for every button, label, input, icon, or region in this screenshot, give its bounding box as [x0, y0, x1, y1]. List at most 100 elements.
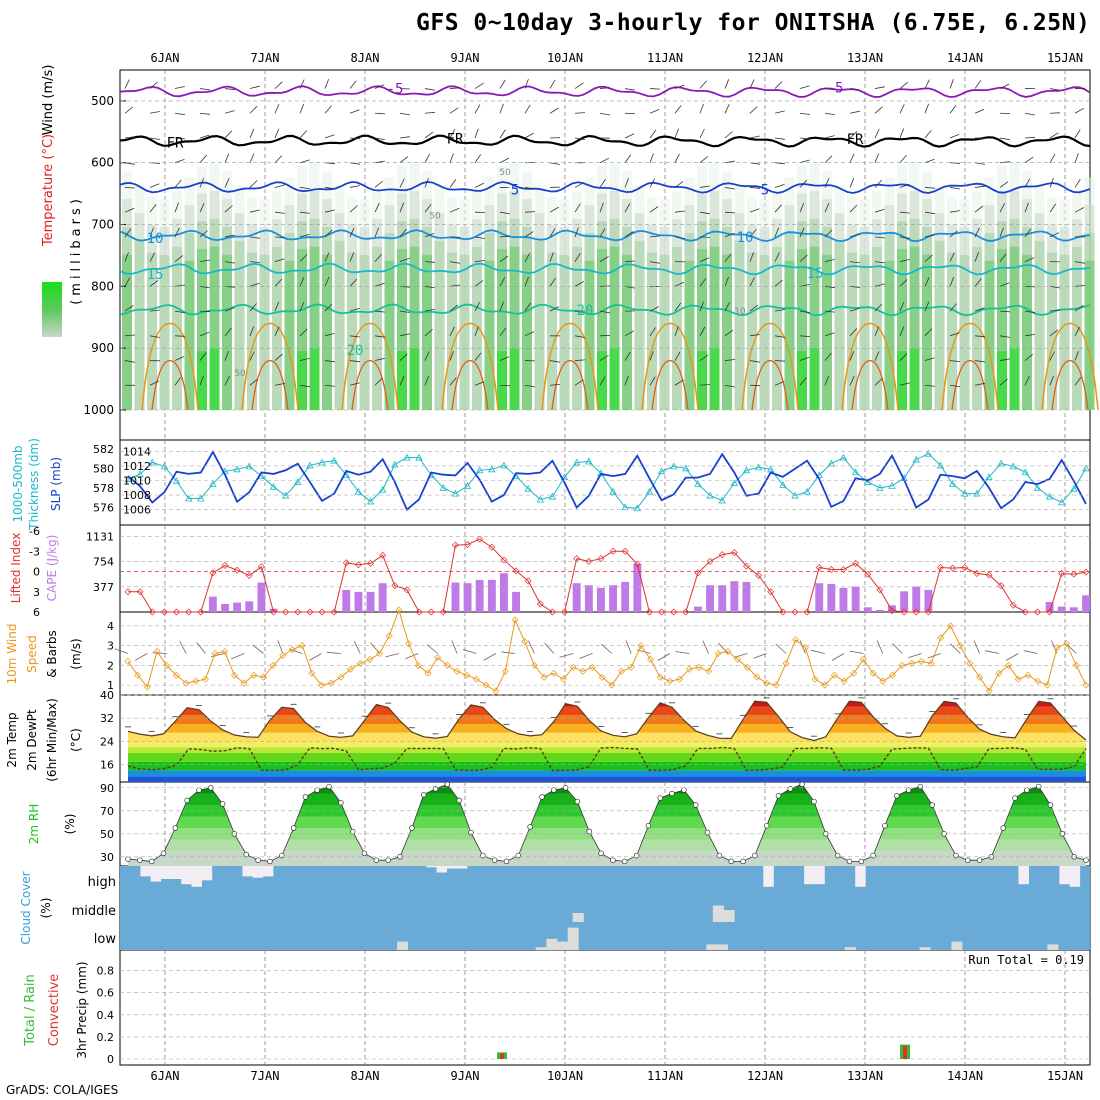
temp-band — [128, 732, 1086, 742]
temp-band — [128, 741, 1086, 748]
cape-bar — [900, 591, 909, 612]
wind-barb — [174, 179, 182, 188]
cape-bar — [378, 583, 387, 612]
rh-cell — [1009, 348, 1020, 410]
isotherm-label: FR — [847, 132, 864, 148]
wind-barb — [399, 353, 408, 361]
wind-barb — [799, 377, 807, 386]
rh-cell — [784, 260, 795, 410]
wind-barb — [899, 104, 905, 114]
rh-band — [128, 816, 1086, 829]
wind-barb — [1024, 334, 1035, 337]
cloud-high-gap — [252, 866, 264, 878]
thickness-point — [997, 459, 1005, 467]
li-point — [827, 565, 835, 573]
top-day-label: 12JAN — [747, 51, 783, 65]
wind-speed-point — [1063, 640, 1071, 648]
thickness-point — [645, 487, 654, 495]
rh-cell — [1009, 246, 1020, 410]
thickness-point — [391, 460, 399, 468]
li-point — [1058, 570, 1066, 578]
wind-barb — [174, 112, 185, 116]
rh-cell — [434, 240, 445, 410]
wind-barb — [524, 78, 529, 89]
rh-cell — [834, 240, 845, 410]
thickness-point — [839, 453, 848, 461]
cape-bar — [718, 585, 727, 612]
wind-speed-point — [656, 673, 664, 681]
rh-cell — [997, 351, 1007, 410]
cloud-high-gap — [855, 866, 866, 887]
wind-speed-point — [801, 644, 809, 652]
wind-barb — [424, 131, 434, 139]
li-point — [839, 565, 847, 573]
wind-barb — [399, 375, 405, 386]
wind-barb — [374, 160, 385, 164]
wind-barb — [999, 83, 1010, 89]
wind-speed-point — [240, 679, 248, 687]
wind-barb — [324, 360, 335, 363]
rh-cell — [772, 246, 782, 410]
wind-barb — [924, 158, 935, 164]
cape-bar — [500, 573, 508, 612]
surface-wind-barb — [277, 640, 284, 654]
top-day-label: 9JAN — [451, 51, 480, 65]
rh-cell — [697, 249, 707, 410]
wind-barb — [774, 279, 783, 287]
rh-cell — [609, 246, 620, 410]
wind-barb — [424, 375, 430, 386]
wind-speed-point — [366, 655, 374, 663]
wind-barb — [174, 159, 185, 164]
isotherm-line — [119, 262, 1091, 276]
wind-barb — [949, 230, 958, 238]
rh-point — [314, 787, 320, 793]
wind-barb — [624, 330, 634, 337]
wind-barb — [724, 384, 735, 388]
wind-barb — [249, 282, 260, 287]
rh-cell — [872, 246, 882, 410]
thickness-point — [742, 466, 751, 474]
wind-speed-point — [434, 653, 442, 661]
warm-contour — [351, 359, 389, 411]
li-point — [415, 608, 423, 616]
wind-barb — [874, 179, 882, 188]
rh-point — [775, 793, 782, 799]
thickness-point — [1021, 468, 1030, 476]
wind-barb — [874, 106, 883, 114]
wind-barb — [624, 351, 631, 361]
wind-barb — [749, 106, 758, 114]
wind-barb — [949, 360, 960, 362]
thickness-point — [524, 484, 532, 492]
wind-speed-point — [347, 665, 355, 673]
wind-barb — [574, 379, 584, 386]
thickness-point — [888, 482, 896, 489]
wind-barb — [499, 103, 504, 114]
rh-point — [432, 786, 439, 792]
wind-barb — [749, 135, 760, 139]
wind-barb — [349, 185, 360, 188]
wind-barb — [624, 88, 635, 91]
wind-ylabel: Wind (m/s) — [41, 65, 56, 136]
rh-cell — [472, 246, 482, 410]
wind-barb — [1074, 305, 1084, 312]
thickness-ytick: 580 — [93, 462, 114, 475]
li-point — [391, 582, 399, 590]
wind-barb — [824, 375, 830, 386]
cape-bar — [924, 589, 933, 612]
precip-conv-ylabel: Convective — [47, 974, 62, 1047]
cloud-middle-bar — [572, 913, 584, 922]
upper-ytick: 800 — [91, 279, 114, 293]
li-point — [658, 608, 666, 616]
cape-bar — [512, 591, 520, 612]
wind-barb — [674, 236, 685, 239]
wind-barb — [274, 211, 285, 214]
wind-speed-point — [976, 673, 984, 681]
rh-point — [503, 858, 510, 865]
rh-point — [1012, 795, 1018, 801]
rh-cell — [809, 348, 820, 410]
wind-barb — [449, 377, 457, 386]
wind-speed-point — [879, 677, 887, 685]
wind-barb — [649, 206, 659, 213]
cape-bar — [730, 581, 739, 612]
wind-barb — [249, 128, 255, 139]
